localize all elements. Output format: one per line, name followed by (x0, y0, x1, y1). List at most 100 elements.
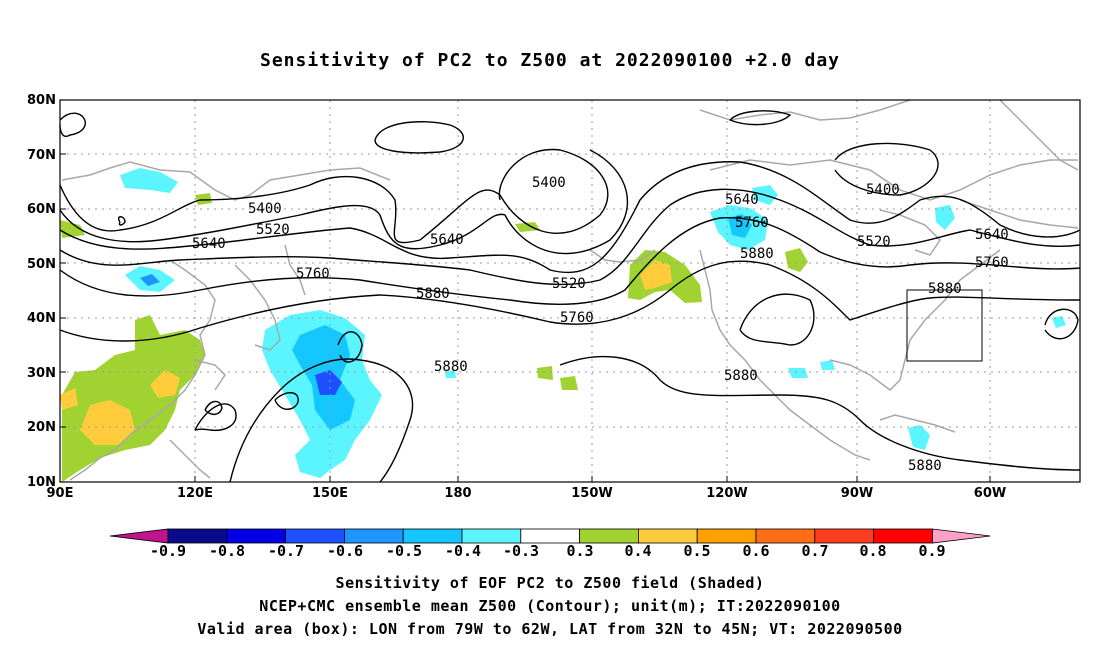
colorbar-label: -0.6 (327, 542, 363, 560)
colorbar-swatch (167, 528, 228, 544)
contour-label: 5880 (740, 246, 774, 262)
contour-label: 5640 (725, 192, 759, 208)
coastlines (61, 99, 1079, 481)
colorbar-arrow-low (109, 528, 169, 544)
shade-cyan-hudson (935, 205, 955, 230)
lon-label: 90E (47, 486, 74, 501)
contour-label: 5760 (296, 266, 330, 282)
caption-valid-area: Valid area (box): LON from 79W to 62W, L… (197, 620, 903, 638)
shade-yellow-alaska (640, 260, 672, 290)
longitude-labels: 90E 120E 150E 180 150W 120W 90W 60W (47, 486, 1007, 501)
contour-label: 5880 (416, 286, 450, 302)
colorbar-label: 0.5 (683, 542, 710, 560)
colorbar-label: 0.6 (742, 542, 769, 560)
shade-cyan-atlantic (1052, 316, 1066, 328)
colorbar-swatch (402, 528, 463, 544)
colorbar-swatch (873, 528, 933, 544)
lat-label: 70N (27, 148, 56, 163)
lon-label: 90W (841, 486, 873, 501)
contour-label: 5400 (532, 175, 566, 191)
colorbar-swatch (814, 528, 874, 544)
map-frame (59, 99, 1081, 483)
shade-green-midpac-3 (560, 376, 578, 390)
lon-label: 120E (177, 486, 213, 501)
contour-label: 5880 (928, 281, 962, 297)
contour-label: 5640 (975, 227, 1009, 243)
colorbar-swatch (696, 528, 757, 544)
lon-label: 150E (312, 486, 348, 501)
shade-cyan-mexico (788, 368, 808, 378)
colorbar-label: 0.7 (801, 542, 828, 560)
shade-green-midpac-1 (515, 222, 540, 232)
caption-shading: Sensitivity of EOF PC2 to Z500 field (Sh… (335, 574, 765, 592)
shade-green-midpac-2 (537, 366, 553, 380)
latitude-labels: 80N 70N 60N 50N 40N 30N 20N 10N (27, 93, 56, 490)
caption-contour: NCEP+CMC ensemble mean Z500 (Contour); u… (259, 597, 841, 615)
colorbar-swatch (285, 528, 345, 544)
z500-contours (59, 110, 1081, 483)
colorbar-arrow-high (932, 528, 991, 544)
contour-labels: 5400 5520 5640 5760 5880 5400 5640 5520 … (192, 175, 1009, 474)
colorbar-labels: -0.9 -0.8 -0.7 -0.6 -0.5 -0.4 -0.3 0.3 0… (150, 542, 946, 560)
plot-title: Sensitivity of PC2 to Z500 at 2022090100… (259, 50, 840, 71)
shade-yellow-china-3 (60, 388, 78, 410)
lat-label: 20N (27, 420, 56, 435)
lon-label: 180 (444, 486, 471, 501)
lat-label: 30N (27, 366, 56, 381)
colorbar-swatch (638, 528, 698, 544)
shade-cyan-caribbean (908, 425, 930, 450)
lon-label: 60W (974, 486, 1006, 501)
valid-area-box (906, 289, 983, 362)
lat-label: 80N (27, 93, 56, 108)
contour-label: 5640 (430, 232, 464, 248)
shade-cyan-siberia (120, 168, 178, 193)
lat-label: 10N (27, 475, 56, 490)
shade-blue-manchuria (140, 274, 160, 286)
colorbar-label: 0.3 (566, 542, 593, 560)
shade-blue-wpac (315, 370, 342, 395)
colorbar-label: -0.5 (386, 542, 422, 560)
contour-label: 5400 (866, 182, 900, 198)
contour-label: 5520 (857, 234, 891, 250)
axis-ticks (59, 99, 991, 483)
colorbar-label: 0.4 (624, 542, 651, 560)
colorbar-label: 0.9 (918, 542, 945, 560)
colorbar-swatch (343, 528, 404, 544)
shade-green-left-edge (60, 220, 85, 238)
lat-label: 60N (27, 202, 56, 217)
colorbar-swatch (226, 528, 287, 544)
contour-label: 5880 (434, 359, 468, 375)
colorbar-swatch (461, 528, 522, 544)
colorbar-label: 0.8 (859, 542, 886, 560)
colorbar-label: -0.4 (445, 542, 481, 560)
contour-label: 5640 (192, 236, 226, 252)
shade-green-greatplains (785, 248, 808, 272)
shade-yellow-china-1 (80, 400, 135, 445)
sensitivity-shading (60, 168, 1066, 482)
contour-label: 5400 (248, 201, 282, 217)
contour-label: 5760 (975, 255, 1009, 271)
colorbar-swatch (755, 528, 816, 544)
lon-label: 150W (571, 486, 612, 501)
contour-label: 5880 (908, 458, 942, 474)
colorbar-label: -0.7 (268, 542, 304, 560)
colorbar-label: -0.8 (209, 542, 245, 560)
shade-green-china (62, 315, 205, 482)
colorbar-swatch (579, 528, 639, 544)
colorbar-label: -0.3 (503, 542, 539, 560)
contour-label: 5880 (724, 368, 758, 384)
colorbar-swatch (520, 528, 580, 544)
lat-label: 40N (27, 311, 56, 326)
lat-label: 50N (27, 257, 56, 272)
contour-label: 5760 (735, 215, 769, 231)
contour-label: 5520 (552, 276, 586, 292)
shade-lightblue-canada (728, 214, 752, 238)
colorbar (109, 528, 991, 544)
shade-yellow-china-2 (150, 370, 180, 398)
contour-label: 5520 (256, 222, 290, 238)
colorbar-label: -0.9 (150, 542, 186, 560)
shade-cyan-gulf (820, 360, 835, 370)
shade-green-china-small (195, 193, 212, 205)
lon-label: 120W (706, 486, 747, 501)
